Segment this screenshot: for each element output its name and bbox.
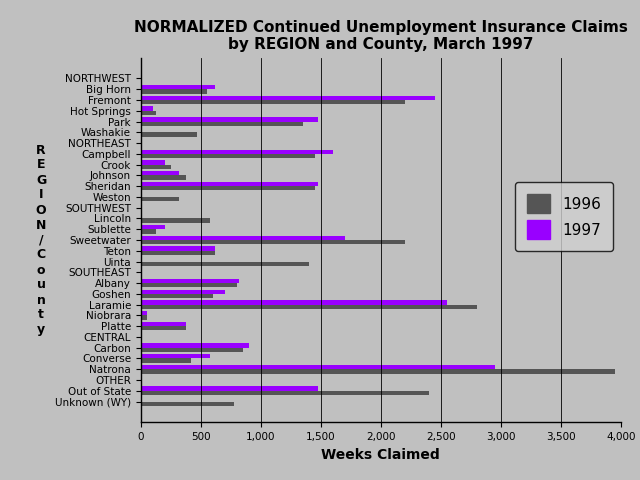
Bar — [141, 197, 179, 201]
Bar — [141, 401, 234, 406]
Bar — [141, 315, 147, 320]
Bar — [141, 386, 319, 391]
Bar — [141, 182, 319, 186]
Bar — [141, 262, 308, 266]
Bar — [141, 369, 615, 373]
Bar — [141, 294, 212, 298]
Bar — [141, 365, 495, 369]
Bar — [141, 111, 156, 115]
Bar — [141, 283, 237, 288]
Bar — [141, 229, 156, 234]
Bar — [141, 107, 153, 111]
Bar — [141, 85, 215, 89]
Bar — [141, 100, 404, 104]
Bar — [141, 246, 215, 251]
Bar — [141, 117, 319, 121]
Bar — [141, 305, 477, 309]
Bar — [141, 165, 171, 169]
Bar — [141, 300, 447, 305]
Bar — [141, 186, 315, 191]
Bar — [141, 96, 435, 100]
Bar — [141, 154, 315, 158]
Legend: 1996, 1997: 1996, 1997 — [515, 182, 613, 252]
Bar — [141, 348, 243, 352]
Bar — [141, 218, 211, 223]
Bar — [141, 160, 165, 165]
Bar — [141, 121, 303, 126]
Bar — [141, 175, 186, 180]
Bar — [141, 240, 404, 244]
Bar — [141, 322, 186, 326]
Bar — [141, 251, 215, 255]
Bar — [141, 132, 197, 137]
Bar — [141, 326, 186, 330]
Bar — [141, 359, 191, 363]
X-axis label: Weeks Claimed: Weeks Claimed — [321, 448, 440, 462]
Bar — [141, 289, 225, 294]
Bar — [141, 236, 345, 240]
Bar — [141, 279, 239, 283]
Bar — [141, 89, 207, 94]
Bar — [141, 354, 211, 359]
Bar — [141, 171, 179, 175]
Title: NORMALIZED Continued Unemployment Insurance Claims
by REGION and County, March 1: NORMALIZED Continued Unemployment Insura… — [134, 20, 628, 52]
Bar — [141, 225, 165, 229]
Bar — [141, 311, 147, 315]
Bar — [141, 391, 429, 395]
Bar — [141, 150, 333, 154]
Bar — [141, 343, 249, 348]
Y-axis label: R
E
G
I
O
N
/
C
o
u
n
t
y: R E G I O N / C o u n t y — [36, 144, 46, 336]
